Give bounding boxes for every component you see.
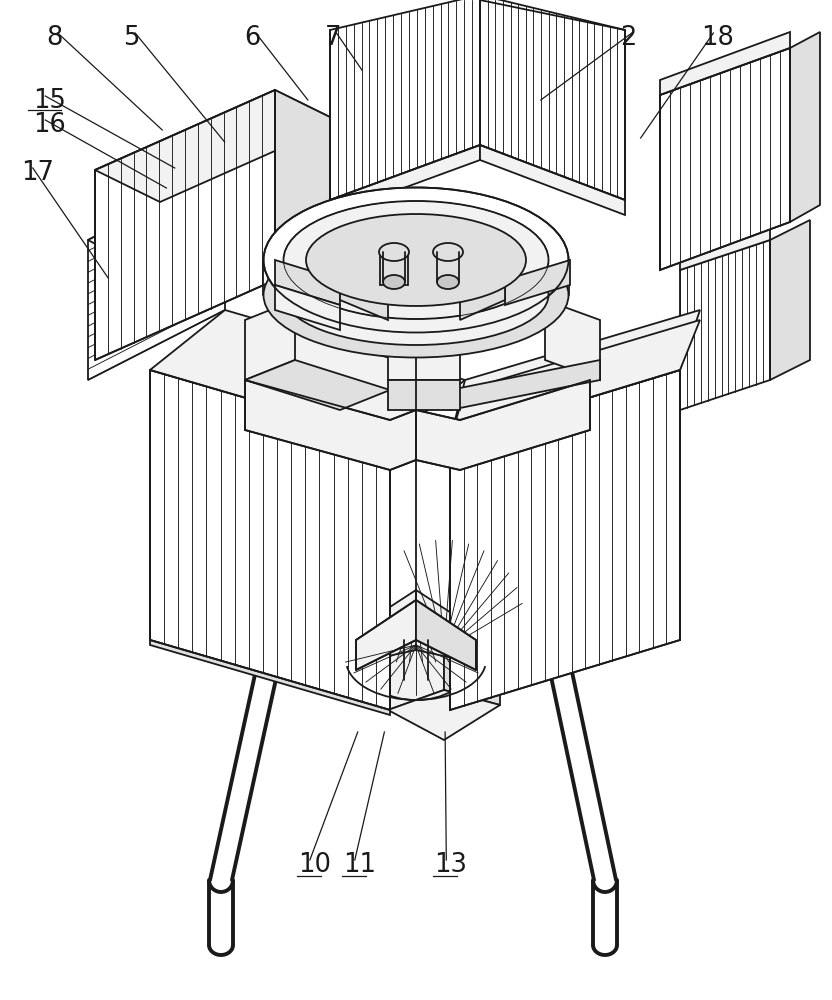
Polygon shape	[460, 280, 505, 320]
Polygon shape	[680, 240, 770, 410]
Polygon shape	[450, 320, 700, 440]
Polygon shape	[416, 600, 476, 670]
Polygon shape	[275, 285, 340, 330]
Polygon shape	[245, 300, 295, 380]
Polygon shape	[150, 640, 390, 715]
Ellipse shape	[383, 275, 405, 289]
Ellipse shape	[379, 243, 409, 261]
Text: 16: 16	[33, 112, 66, 138]
Polygon shape	[340, 300, 388, 345]
Polygon shape	[770, 220, 810, 380]
Polygon shape	[150, 370, 390, 710]
Polygon shape	[95, 90, 275, 360]
Ellipse shape	[264, 188, 568, 332]
Ellipse shape	[306, 214, 526, 306]
Polygon shape	[295, 280, 545, 330]
Polygon shape	[356, 600, 416, 670]
Polygon shape	[660, 32, 790, 95]
Ellipse shape	[437, 275, 459, 289]
Text: 18: 18	[701, 25, 735, 51]
Polygon shape	[680, 210, 770, 270]
Polygon shape	[95, 90, 340, 202]
Text: 17: 17	[21, 160, 54, 186]
Polygon shape	[545, 300, 600, 380]
Polygon shape	[505, 280, 545, 320]
Polygon shape	[388, 380, 460, 410]
Polygon shape	[245, 360, 390, 410]
Polygon shape	[88, 170, 280, 270]
Polygon shape	[450, 310, 700, 440]
Polygon shape	[450, 360, 600, 410]
Polygon shape	[450, 370, 680, 710]
Text: 7: 7	[324, 25, 341, 51]
Polygon shape	[340, 280, 388, 320]
Polygon shape	[295, 260, 340, 320]
Text: 6: 6	[244, 25, 260, 51]
Ellipse shape	[284, 245, 548, 345]
Polygon shape	[275, 260, 340, 305]
Polygon shape	[330, 145, 480, 215]
Polygon shape	[790, 32, 820, 222]
Polygon shape	[380, 245, 408, 285]
Polygon shape	[505, 260, 570, 305]
Text: 8: 8	[46, 25, 62, 51]
Polygon shape	[245, 380, 590, 470]
Ellipse shape	[284, 201, 548, 319]
Polygon shape	[388, 690, 500, 740]
Text: 11: 11	[343, 852, 376, 878]
Text: 2: 2	[620, 25, 636, 51]
Polygon shape	[480, 0, 625, 200]
Polygon shape	[388, 650, 444, 710]
Polygon shape	[660, 48, 790, 270]
Text: 10: 10	[298, 852, 331, 878]
Polygon shape	[330, 0, 480, 200]
Polygon shape	[380, 600, 452, 655]
Polygon shape	[480, 145, 625, 215]
Text: 5: 5	[123, 25, 140, 51]
Text: 13: 13	[434, 852, 468, 878]
Ellipse shape	[264, 232, 568, 358]
Polygon shape	[388, 345, 460, 380]
Polygon shape	[275, 90, 340, 310]
Polygon shape	[370, 590, 462, 660]
Polygon shape	[444, 650, 500, 705]
Polygon shape	[88, 170, 225, 380]
Polygon shape	[150, 310, 465, 440]
Text: 15: 15	[33, 88, 67, 114]
Polygon shape	[460, 300, 505, 345]
Ellipse shape	[433, 243, 463, 261]
